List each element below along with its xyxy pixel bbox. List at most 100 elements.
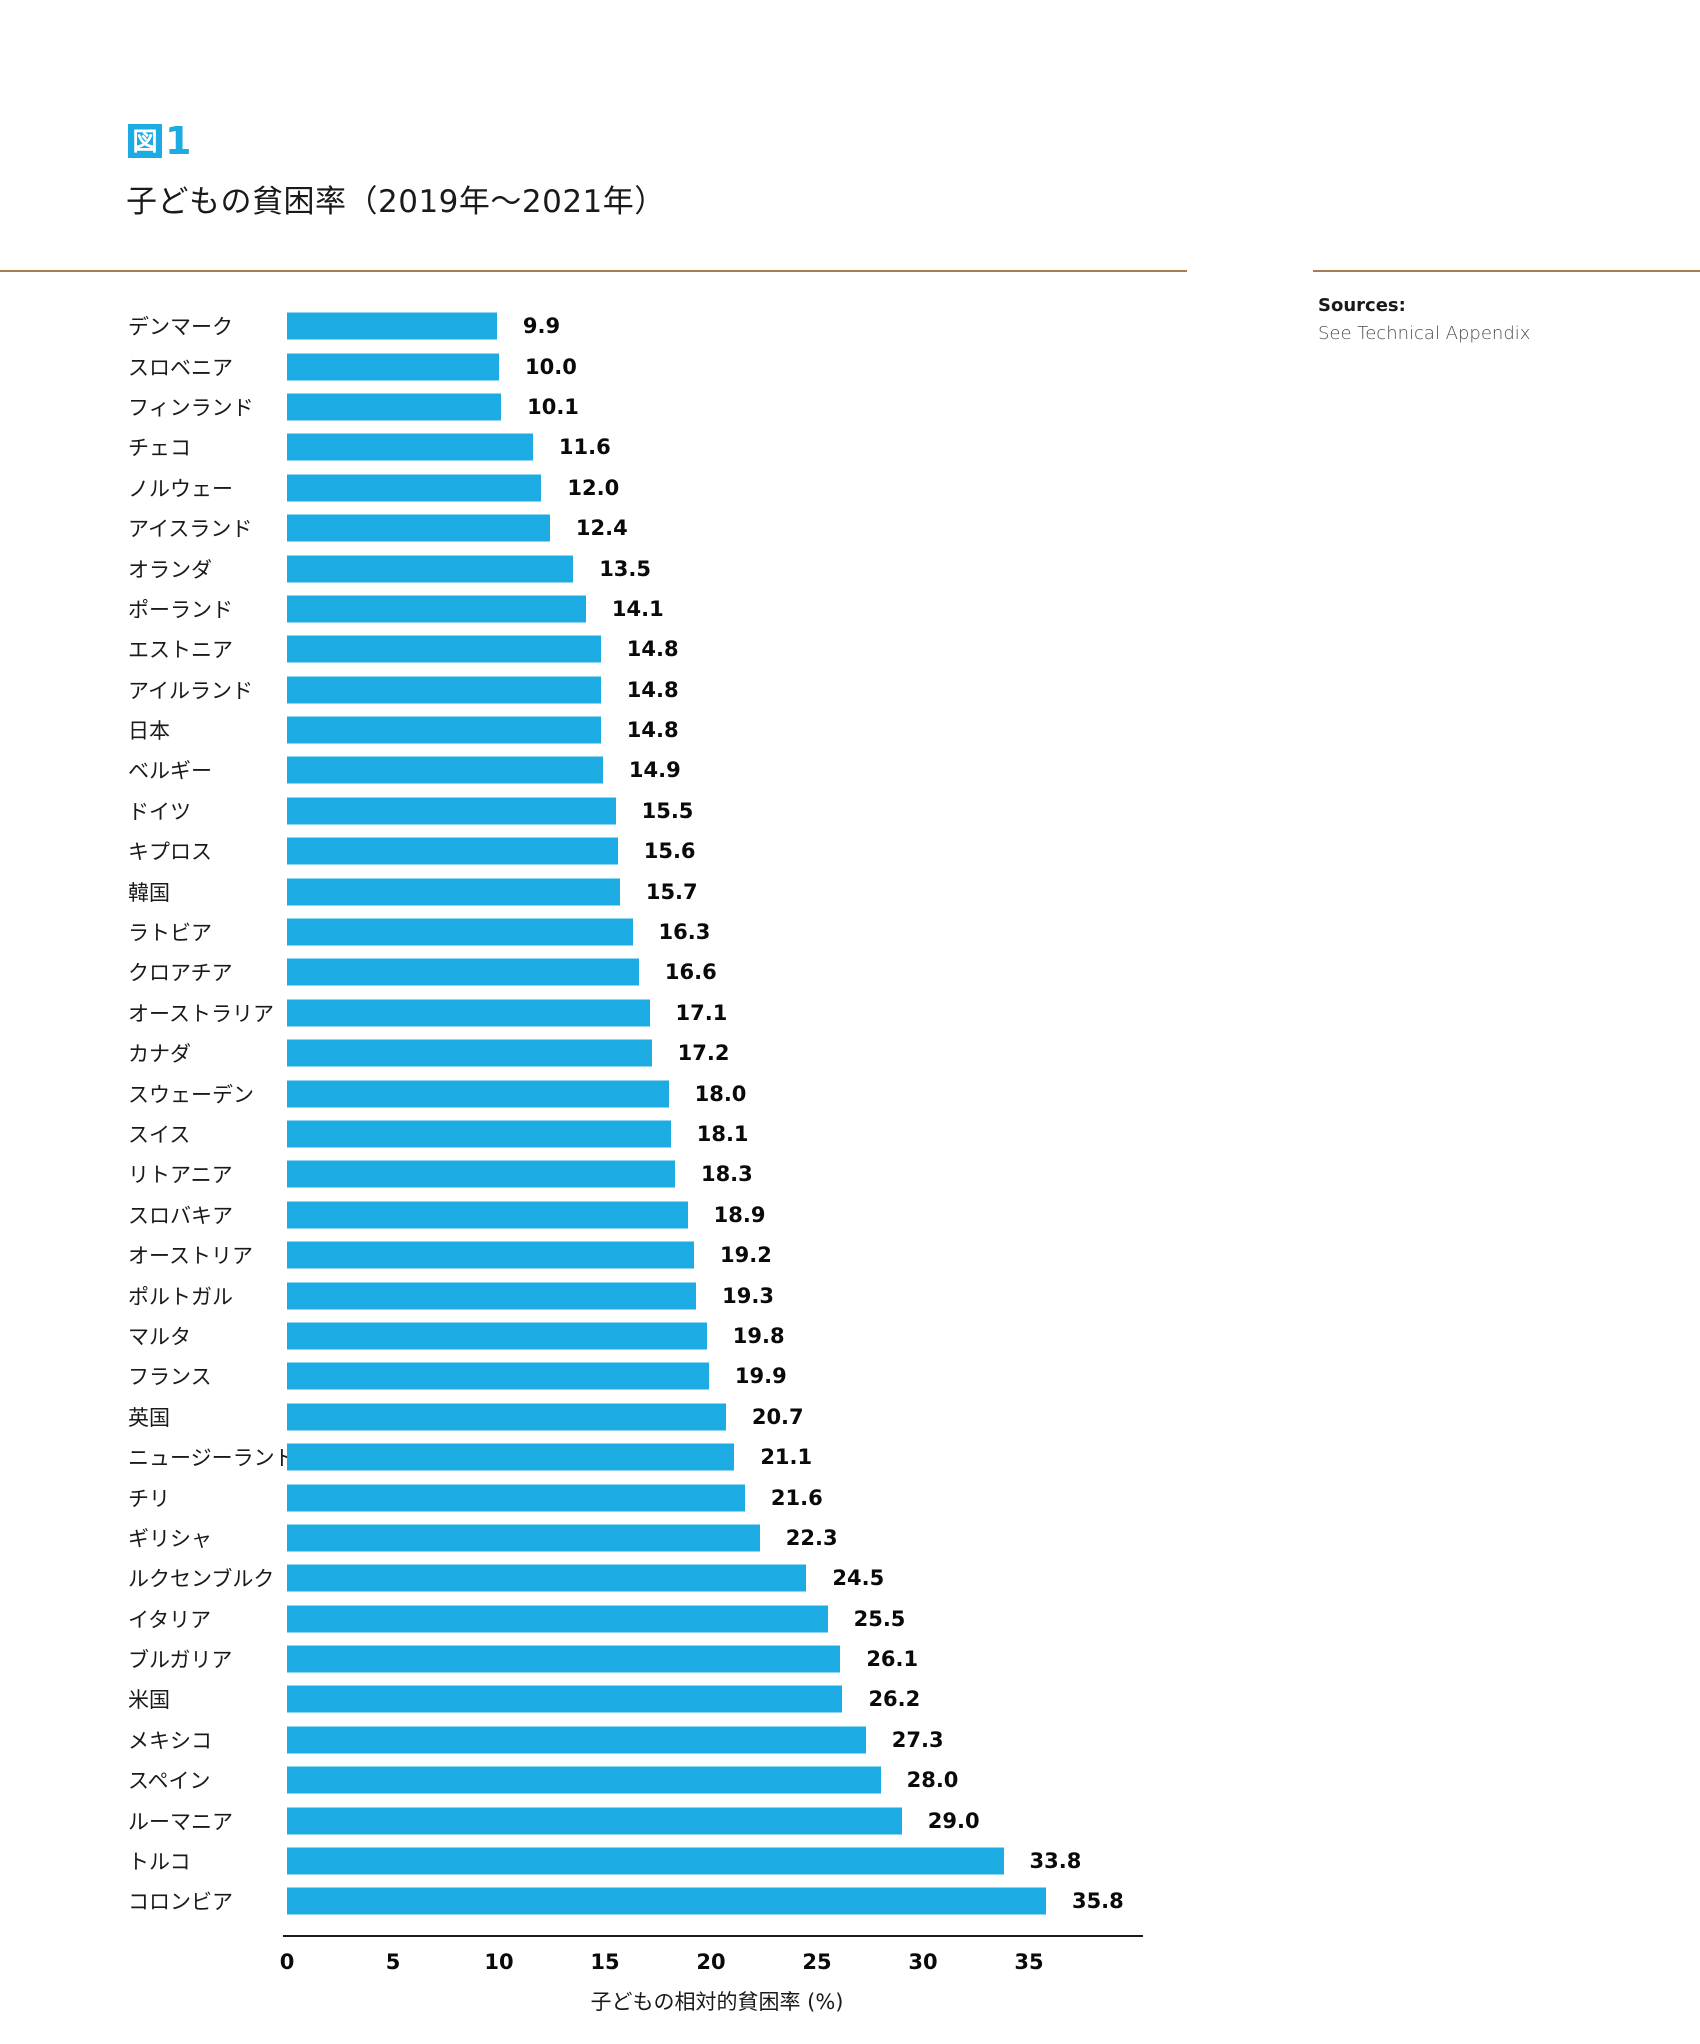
chart-row: ギリシャ 22.3 (0, 1518, 1700, 1558)
bar (287, 635, 601, 663)
chart-row: ノルウェー 12.0 (0, 468, 1700, 508)
x-tick-label: 25 (802, 1950, 832, 1974)
country-label: デンマーク (128, 315, 233, 340)
country-label: チェコ (128, 436, 191, 461)
country-label: フィンランド (128, 395, 254, 420)
chart-row: スウェーデン 18.0 (0, 1073, 1700, 1113)
country-label: リトアニア (128, 1163, 233, 1188)
value-label: 18.9 (713, 1202, 766, 1227)
chart-row: リトアニア 18.3 (0, 1154, 1700, 1194)
divider-rule-right (1313, 270, 1700, 272)
country-label: ベルギー (128, 759, 212, 784)
value-label: 26.1 (866, 1647, 919, 1672)
value-label: 14.9 (628, 758, 681, 783)
figure-number: 1 (165, 119, 192, 163)
x-axis-ticks: 0 5 10 15 20 25 30 35 (0, 1950, 1700, 1980)
country-label: ニュージーランド (128, 1446, 296, 1471)
bar (287, 1282, 697, 1310)
chart-row: ルーマニア 29.0 (0, 1800, 1700, 1840)
country-label: トルコ (128, 1850, 191, 1875)
country-label: 米国 (128, 1688, 170, 1713)
bar (287, 1484, 745, 1512)
bar (287, 433, 533, 461)
bar (287, 1726, 866, 1754)
bar (287, 1201, 688, 1229)
country-label: スロベニア (128, 355, 233, 380)
chart-row: メキシコ 27.3 (0, 1720, 1700, 1760)
value-label: 27.3 (891, 1727, 944, 1752)
chart-row: イタリア 25.5 (0, 1599, 1700, 1639)
chart-row: スイス 18.1 (0, 1114, 1700, 1154)
country-label: ルーマニア (128, 1809, 233, 1834)
value-label: 14.1 (611, 596, 664, 621)
country-label: オランダ (128, 557, 212, 582)
x-tick-label: 30 (908, 1950, 938, 1974)
x-tick-label: 15 (590, 1950, 620, 1974)
chart-row: ドイツ 15.5 (0, 791, 1700, 831)
country-label: カナダ (128, 1042, 191, 1067)
bar (287, 1807, 902, 1835)
value-label: 21.1 (760, 1445, 813, 1470)
bar (287, 514, 550, 542)
chart-row: アイルランド 14.8 (0, 670, 1700, 710)
country-label: マルタ (128, 1324, 191, 1349)
chart-row: チェコ 11.6 (0, 427, 1700, 467)
bar (287, 1766, 881, 1794)
divider-rule-left (0, 270, 1187, 272)
bar (287, 676, 601, 704)
chart-row: スペイン 28.0 (0, 1760, 1700, 1800)
country-label: スペイン (128, 1769, 211, 1794)
bar (287, 1160, 675, 1188)
value-label: 22.3 (785, 1525, 838, 1550)
x-tick-label: 10 (484, 1950, 514, 1974)
country-label: キプロス (128, 840, 212, 865)
value-label: 9.9 (522, 314, 561, 339)
sources-block: Sources: See Technical Appendix (1318, 292, 1530, 348)
value-label: 14.8 (626, 718, 679, 743)
bar (287, 1685, 843, 1713)
chart-row: スロベニア 10.0 (0, 346, 1700, 386)
chart-row: ベルギー 14.9 (0, 750, 1700, 790)
value-label: 13.5 (599, 556, 652, 581)
value-label: 33.8 (1029, 1849, 1082, 1874)
country-label: ルクセンブルク (128, 1567, 275, 1592)
country-label: オーストラリア (128, 1001, 274, 1026)
country-label: ギリシャ (128, 1526, 212, 1551)
value-label: 24.5 (832, 1566, 885, 1591)
bar (287, 1403, 726, 1431)
figure-tag: 図 1 (128, 119, 192, 163)
value-label: 29.0 (927, 1808, 980, 1833)
value-label: 20.7 (751, 1404, 804, 1429)
bar (287, 797, 616, 825)
value-label: 12.0 (567, 475, 620, 500)
country-label: 英国 (128, 1405, 170, 1430)
value-label: 18.3 (700, 1162, 753, 1187)
chart-row: ブルガリア 26.1 (0, 1639, 1700, 1679)
bar (287, 958, 639, 986)
chart-row: カナダ 17.2 (0, 1033, 1700, 1073)
x-axis-title: 子どもの相対的貧困率 (%) (590, 1990, 844, 2014)
value-label: 12.4 (575, 516, 628, 541)
x-tick-label: 35 (1014, 1950, 1044, 1974)
value-label: 19.2 (720, 1243, 772, 1268)
value-label: 26.2 (868, 1687, 921, 1712)
country-label: ブルガリア (128, 1648, 233, 1673)
chart-row: チリ 21.6 (0, 1477, 1700, 1517)
bar (287, 1847, 1004, 1875)
value-label: 18.0 (694, 1081, 747, 1106)
chart-row: フィンランド 10.1 (0, 387, 1700, 427)
value-label: 15.6 (643, 839, 696, 864)
chart-row: アイスランド 12.4 (0, 508, 1700, 548)
bar (287, 716, 601, 744)
value-label: 10.1 (527, 394, 579, 419)
bar (287, 555, 574, 583)
bar (287, 837, 618, 865)
chart-row: エストニア 14.8 (0, 629, 1700, 669)
country-label: エストニア (128, 638, 233, 663)
bar (287, 1645, 841, 1673)
x-tick-label: 5 (385, 1950, 401, 1974)
bar (287, 353, 499, 381)
chart-row: オランダ 13.5 (0, 548, 1700, 588)
chart-rows: デンマーク 9.9 スロベニア 10.0 フィンランド 10.1 チェコ 11.6 ノルウェー 1… (0, 306, 1700, 1922)
